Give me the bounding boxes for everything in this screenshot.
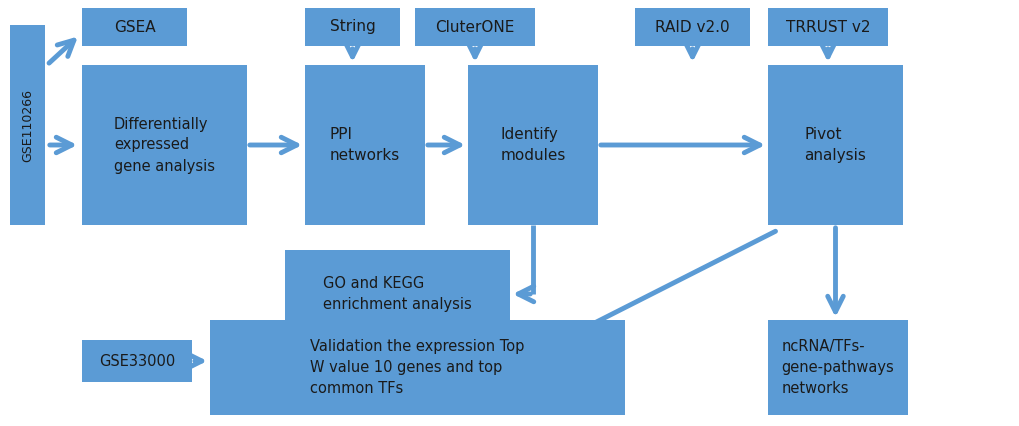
Text: GSE110266: GSE110266: [21, 89, 34, 161]
Text: ncRNA/TFs-
gene-pathways
networks: ncRNA/TFs- gene-pathways networks: [781, 339, 894, 396]
Text: CluterONE: CluterONE: [435, 20, 515, 35]
Text: Validation the expression Top
W value 10 genes and top
common TFs: Validation the expression Top W value 10…: [310, 339, 524, 396]
Text: Differentially
expressed
gene analysis: Differentially expressed gene analysis: [114, 116, 215, 173]
FancyBboxPatch shape: [210, 320, 625, 415]
FancyBboxPatch shape: [767, 65, 902, 225]
Text: Identify
modules: Identify modules: [500, 127, 566, 163]
FancyBboxPatch shape: [305, 65, 425, 225]
FancyBboxPatch shape: [468, 65, 597, 225]
Text: GSEA: GSEA: [113, 20, 155, 35]
FancyBboxPatch shape: [305, 8, 399, 46]
FancyBboxPatch shape: [82, 340, 192, 382]
FancyBboxPatch shape: [635, 8, 749, 46]
Text: GSE33000: GSE33000: [99, 354, 175, 368]
Text: String: String: [329, 20, 375, 35]
FancyBboxPatch shape: [415, 8, 535, 46]
FancyBboxPatch shape: [82, 65, 247, 225]
Text: PPI
networks: PPI networks: [329, 127, 399, 163]
FancyBboxPatch shape: [767, 320, 907, 415]
Text: TRRUST v2: TRRUST v2: [785, 20, 869, 35]
FancyBboxPatch shape: [284, 250, 510, 338]
Text: RAID v2.0: RAID v2.0: [654, 20, 730, 35]
Text: Pivot
analysis: Pivot analysis: [804, 127, 865, 163]
FancyBboxPatch shape: [767, 8, 888, 46]
FancyBboxPatch shape: [82, 8, 186, 46]
Text: GO and KEGG
enrichment analysis: GO and KEGG enrichment analysis: [323, 276, 472, 312]
FancyBboxPatch shape: [10, 25, 45, 225]
